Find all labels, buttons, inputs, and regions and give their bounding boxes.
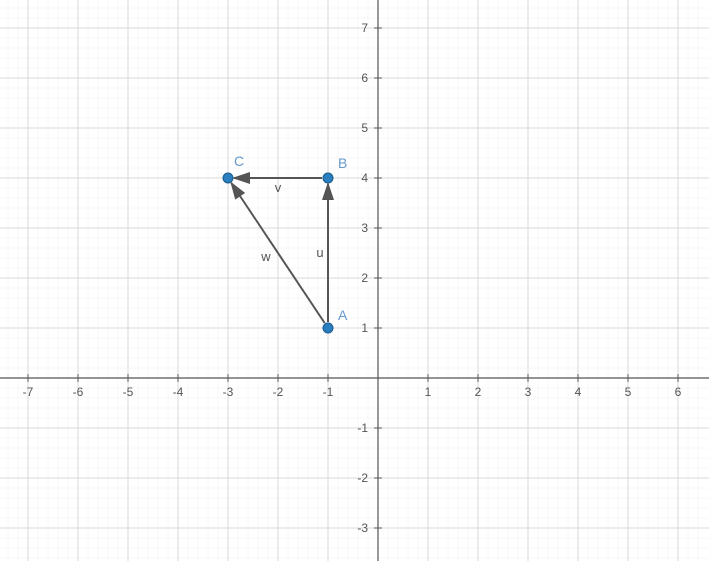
y-tick-label: 2 bbox=[361, 271, 368, 285]
point-A bbox=[323, 323, 333, 333]
x-tick-label: 5 bbox=[625, 385, 632, 399]
y-tick-label: -1 bbox=[357, 421, 368, 435]
y-tick-label: 4 bbox=[361, 171, 368, 185]
x-tick-label: -3 bbox=[223, 385, 234, 399]
x-tick-label: 6 bbox=[675, 385, 682, 399]
x-tick-label: 3 bbox=[525, 385, 532, 399]
y-tick-label: 6 bbox=[361, 71, 368, 85]
x-tick-label: 4 bbox=[575, 385, 582, 399]
y-tick-label: 1 bbox=[361, 321, 368, 335]
vector-label-u: u bbox=[316, 245, 323, 260]
x-tick-label: -6 bbox=[73, 385, 84, 399]
vector-label-v: v bbox=[275, 180, 282, 195]
point-label-C: C bbox=[234, 153, 244, 169]
x-tick-label: -1 bbox=[323, 385, 334, 399]
y-tick-label: -2 bbox=[357, 471, 368, 485]
x-tick-label: -2 bbox=[273, 385, 284, 399]
point-label-B: B bbox=[338, 155, 347, 171]
x-tick-label: 1 bbox=[425, 385, 432, 399]
x-tick-label: -7 bbox=[23, 385, 34, 399]
x-tick-label: -4 bbox=[173, 385, 184, 399]
point-label-A: A bbox=[338, 307, 348, 323]
vector-label-w: w bbox=[260, 249, 271, 264]
graph-canvas: -7 -6 -5 -4 -3 -2 -1 1 2 3 4 5 6 -3 -2 -1 1 2 3 4 5 6 7 u v w A B C bbox=[0, 0, 709, 561]
x-tick-label: -5 bbox=[123, 385, 134, 399]
y-tick-label: 7 bbox=[361, 21, 368, 35]
y-tick-label: -3 bbox=[357, 521, 368, 535]
y-tick-label: 5 bbox=[361, 121, 368, 135]
point-B bbox=[323, 173, 333, 183]
x-tick-label: 2 bbox=[475, 385, 482, 399]
y-tick-label: 3 bbox=[361, 221, 368, 235]
point-C bbox=[223, 173, 233, 183]
vector-graph: -7 -6 -5 -4 -3 -2 -1 1 2 3 4 5 6 -3 -2 -1 1 2 3 4 5 6 7 u v w A B C bbox=[0, 0, 709, 561]
